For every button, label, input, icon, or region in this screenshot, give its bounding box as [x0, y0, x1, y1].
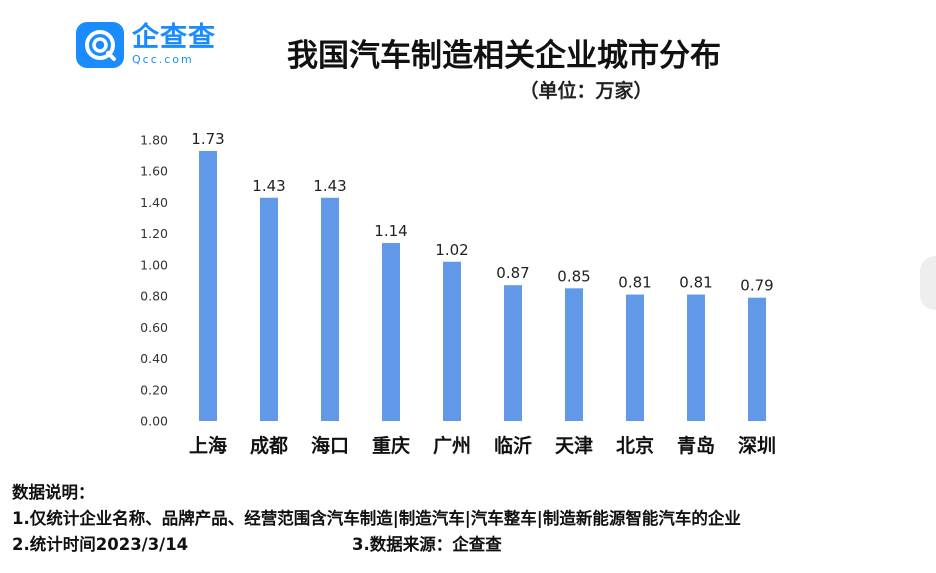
y-axis: 0.00 0.20 0.40 0.60 0.80 1.00 1.20 1.40 1.60 1.80: [140, 133, 168, 429]
value-label: 1.14: [374, 222, 407, 240]
y-tick-label: 1.20: [140, 226, 168, 241]
x-tick-label: 广州: [433, 434, 471, 457]
value-label: 1.02: [435, 241, 468, 259]
bar-成都: [260, 197, 278, 421]
notes-line-3: 3.数据来源：企查查: [352, 535, 502, 554]
bar-海口: [321, 197, 339, 421]
bar-临沂: [504, 285, 522, 421]
value-label: 0.81: [618, 274, 651, 292]
x-tick-label: 海口: [311, 434, 349, 457]
notes-line-1: 1.仅统计企业名称、品牌产品、经营范围含汽车制造|制造汽车|汽车整车|制造新能源…: [12, 509, 741, 528]
x-tick-label: 天津: [555, 434, 593, 457]
y-tick-label: 0.00: [140, 414, 168, 429]
value-label: 0.79: [740, 277, 773, 295]
notes-line-2: 2.统计时间2023/3/14: [12, 535, 189, 554]
y-tick-label: 1.40: [140, 195, 168, 210]
qcc-logo: 企查查 Qcc.com: [76, 22, 216, 68]
y-tick-label: 0.40: [140, 351, 168, 366]
x-tick-label: 青岛: [677, 434, 715, 457]
data-notes: 数据说明： 1.仅统计企业名称、品牌产品、经营范围含汽车制造|制造汽车|汽车整车…: [12, 480, 741, 558]
chart-title: 我国汽车制造相关企业城市分布: [287, 38, 721, 74]
bar-重庆: [382, 243, 400, 421]
y-tick-label: 0.60: [140, 320, 168, 335]
x-tick-label: 重庆: [372, 434, 410, 457]
value-label: 0.85: [557, 267, 590, 285]
side-edge: [920, 256, 936, 310]
logo-name: 企查查: [132, 22, 216, 53]
x-tick-label: 上海: [189, 434, 227, 457]
x-tick-label: 北京: [616, 434, 654, 457]
y-tick-label: 1.00: [140, 257, 168, 272]
x-tick-label: 深圳: [738, 434, 776, 457]
x-tick-label: 临沂: [494, 434, 532, 457]
x-tick-label: 成都: [250, 434, 288, 457]
bar-深圳: [748, 297, 766, 421]
y-tick-label: 1.60: [140, 164, 168, 179]
bar-广州: [443, 261, 461, 421]
value-label: 0.87: [496, 264, 529, 282]
value-label: 1.43: [252, 177, 285, 195]
bar-青岛: [687, 294, 705, 421]
chart-subtitle: （单位：万家）: [519, 80, 653, 102]
y-tick-label: 0.80: [140, 289, 168, 304]
y-tick-label: 0.20: [140, 382, 168, 397]
bar-天津: [565, 288, 583, 421]
bars: [199, 150, 766, 421]
logo-domain: Qcc.com: [132, 53, 194, 66]
notes-heading: 数据说明：: [12, 483, 95, 502]
qcc-logo-icon: [76, 22, 124, 68]
y-tick-label: 1.80: [140, 133, 168, 148]
value-label: 0.81: [679, 274, 712, 292]
bar-上海: [199, 150, 217, 421]
value-label: 1.73: [191, 130, 224, 148]
x-axis-labels: 上海 成都 海口 重庆 广州 临沂 天津 北京 青岛 深圳: [189, 434, 776, 457]
value-labels: 1.73 1.43 1.43 1.14 1.02 0.87 0.85 0.81 0.81 0.79: [191, 130, 773, 295]
bar-chart: 0.00 0.20 0.40 0.60 0.80 1.00 1.20 1.40 1.60 1.80…: [140, 130, 776, 457]
bar-北京: [626, 294, 644, 421]
value-label: 1.43: [313, 177, 346, 195]
